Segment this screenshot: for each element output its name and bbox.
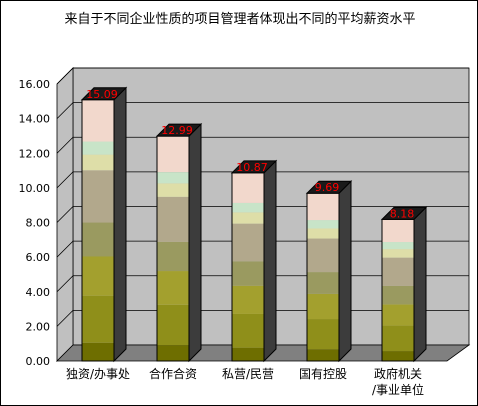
data-label: 10.87 [236,161,268,174]
bar-segment [307,319,339,350]
bar-segment [82,342,114,361]
gridline [56,67,469,85]
bar-segment [232,261,264,286]
bar-side [113,86,127,363]
data-label: 8.18 [390,207,415,220]
bar-segment [382,304,414,326]
gridline [56,102,469,119]
bar-segment [157,136,189,173]
y-tick-label: 14.00 [19,113,51,126]
bar-segment [382,285,414,305]
data-label: 12.99 [161,124,193,137]
bar-segment [232,223,264,262]
bar [305,180,353,363]
bar-segment [307,349,339,361]
bar-segment [82,99,114,142]
bar-segment [232,202,264,213]
bar-segment [82,222,114,257]
bar-segment [157,172,189,184]
bar-segment [82,295,114,343]
bar-segment [232,347,264,361]
chart-title: 来自于不同企业性质的项目管理者体现出不同的平均薪资水平 [64,12,416,27]
bar [155,122,203,363]
y-tick-label: 12.00 [19,147,51,160]
x-tick-label: 国有控股 [299,367,347,381]
bar-segment [157,345,189,361]
bar-segment [232,285,264,314]
bar-segment [307,193,339,221]
bar-segment [157,241,189,272]
gridline [56,171,469,189]
bar-side [263,159,277,363]
bar-segment [82,141,114,155]
bar-segment [307,220,339,229]
x-tick-label: 独资/办事处 [66,366,130,381]
bar-segment [382,257,414,286]
bar [380,206,428,363]
bar-side [338,180,352,363]
bar-side [188,122,202,363]
bar-segment [307,238,339,273]
bar-top [80,87,128,101]
x-tick-label: 合作合资 [149,366,197,381]
bar-segment [232,212,264,224]
bar-segment [307,293,339,320]
bar-side [413,206,427,363]
y-tick-label: 0.00 [26,355,51,368]
bar-segment [157,304,189,346]
y-tick-label: 2.00 [26,320,51,333]
x-tick-label: 私营/民营 [222,367,274,381]
bar-segment [82,154,114,171]
bar-segment [382,325,414,352]
bar-segment [382,219,414,243]
bar-segment [157,196,189,242]
bar [230,159,278,363]
bar-segment [382,242,414,250]
y-tick-label: 8.00 [26,217,51,230]
x-tick-label: 政府机关/事业单位 [372,366,424,397]
bar-segment [382,351,414,361]
bar [80,86,128,363]
y-tick-label: 6.00 [26,251,51,264]
bar-segment [232,313,264,348]
bar-top [230,160,278,174]
bar-top [305,180,353,194]
bar-segment [82,170,114,223]
bar-segment [157,183,189,197]
data-label: 15.09 [86,88,118,101]
bar-top [155,123,203,137]
bar-segment [82,256,114,296]
y-tick-label: 10.00 [19,182,51,195]
y-tick-label: 16.00 [19,78,51,91]
bar-segment [157,271,189,305]
gridline [56,136,469,154]
bar-segment [307,228,339,239]
bar-segment [232,172,264,203]
bar-segment [382,249,414,258]
data-label: 9.69 [315,181,340,194]
bar-top [380,206,428,220]
bar-segment [307,272,339,294]
y-tick-label: 4.00 [26,286,51,299]
